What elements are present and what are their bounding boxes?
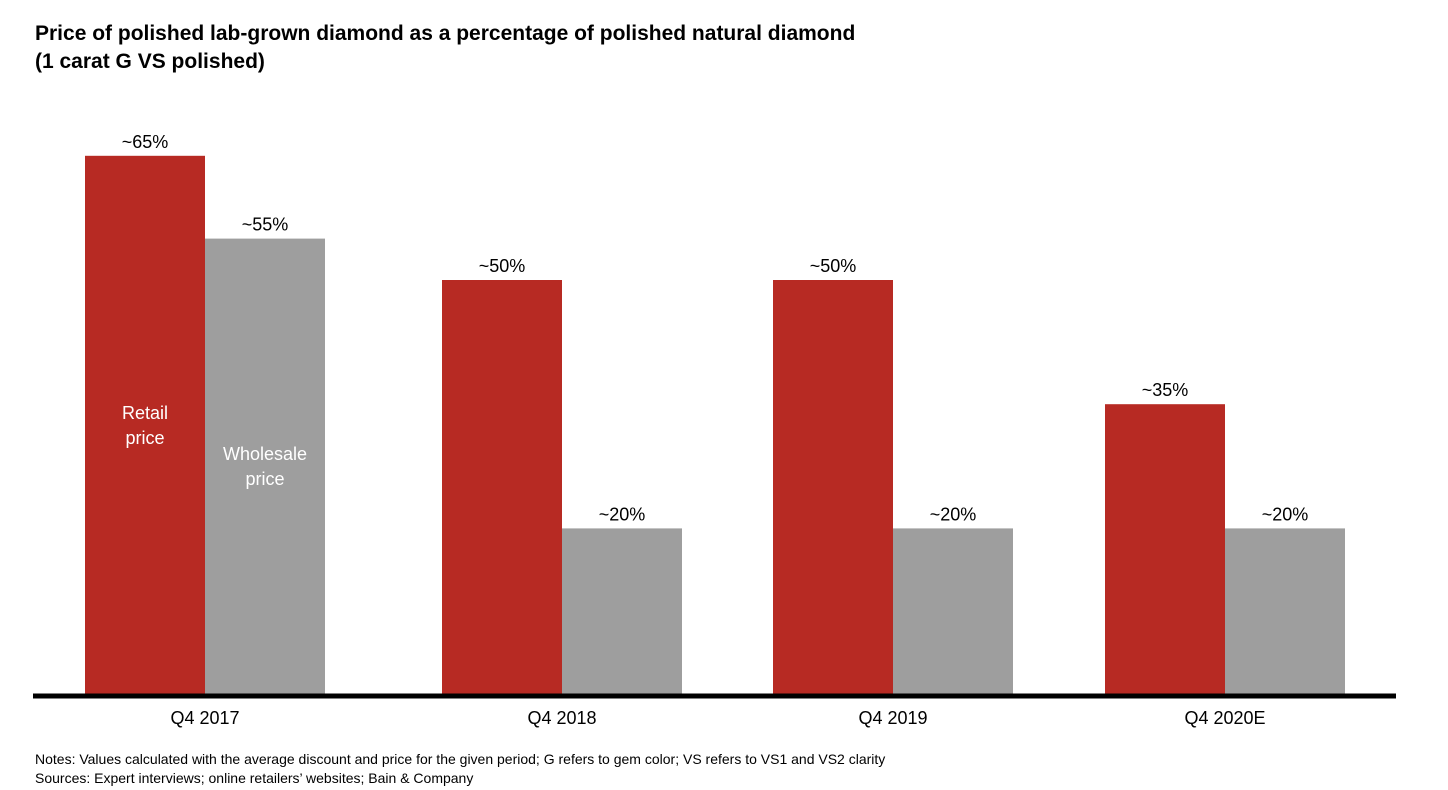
value-label-wholesale-price-q4-2019: ~20%	[930, 504, 977, 524]
x-tick-label-q4-2020e: Q4 2020E	[1184, 708, 1265, 728]
bar-retail-price-q4-2019	[773, 280, 893, 694]
legend-label-retail-price-line-2: price	[125, 428, 164, 448]
bar-retail-price-q4-2017	[85, 155, 205, 695]
bar-wholesale-price-q4-2018	[562, 528, 682, 694]
chart-title-line-1: Price of polished lab-grown diamond as a…	[35, 22, 856, 45]
bar-wholesale-price-q4-2020e	[1225, 528, 1345, 694]
value-label-retail-price-q4-2020e: ~35%	[1142, 380, 1189, 400]
bar-retail-price-q4-2018	[442, 280, 562, 694]
bar-wholesale-price-q4-2017	[205, 238, 325, 694]
chart-subtitle: (1 carat G VS polished)	[35, 50, 265, 73]
legend-label-retail-price-line-1: Retail	[122, 403, 168, 423]
in-bar-legend-layer: Retail price Wholesale price	[122, 403, 307, 489]
x-tick-label-q4-2019: Q4 2019	[858, 708, 927, 728]
value-label-wholesale-price-q4-2020e: ~20%	[1262, 504, 1309, 524]
legend-label-wholesale-price-line-1: Wholesale	[223, 444, 307, 464]
value-label-retail-price-q4-2018: ~50%	[479, 256, 526, 276]
x-tick-label-q4-2018: Q4 2018	[527, 708, 596, 728]
x-tick-labels-layer: Q4 2017 Q4 2018 Q4 2019 Q4 2020E	[170, 708, 1265, 728]
bar-retail-price-q4-2020e	[1105, 404, 1225, 694]
notes-text: Notes: Values calculated with the averag…	[35, 751, 886, 767]
sources-text: Sources: Expert interviews; online retai…	[35, 770, 474, 786]
x-tick-label-q4-2017: Q4 2017	[170, 708, 239, 728]
value-label-retail-price-q4-2017: ~65%	[122, 132, 169, 152]
value-label-wholesale-price-q4-2018: ~20%	[599, 504, 646, 524]
value-label-retail-price-q4-2019: ~50%	[810, 256, 857, 276]
bars-layer	[85, 155, 1345, 695]
legend-label-wholesale-price-line-2: price	[245, 469, 284, 489]
value-labels-layer: ~65% ~55% ~50% ~20% ~50% ~20% ~35% ~20%	[122, 132, 1309, 525]
bar-wholesale-price-q4-2019	[893, 528, 1013, 694]
chart-title: Price of polished lab-grown diamond as a…	[35, 20, 1135, 76]
value-label-wholesale-price-q4-2017: ~55%	[242, 215, 289, 235]
footnotes: Notes: Values calculated with the averag…	[35, 750, 885, 788]
